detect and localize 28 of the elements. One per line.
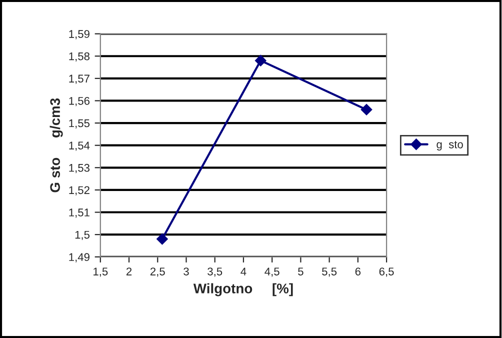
x-tick-label: 6,5 <box>379 268 394 277</box>
y-tick-label: 1,51 <box>69 208 90 218</box>
point <box>255 54 266 66</box>
x-tick-label: 1,5 <box>94 268 108 277</box>
y-tick-label: 1,52 <box>69 186 90 196</box>
y-tick-label: 1,49 <box>69 253 90 262</box>
x-tick-label: 5,5 <box>322 268 337 277</box>
x-tick-label: 6 <box>355 268 361 276</box>
x-tick-label: 2 <box>126 268 132 276</box>
y-tick-label: 1,54 <box>69 142 90 151</box>
y-tick-label: 1,56 <box>69 96 90 106</box>
x-tick-label: 4 <box>240 268 246 276</box>
y-axis-title: G sto g/cm3 <box>50 98 63 192</box>
x-tick-label: 3,5 <box>208 268 222 277</box>
y-tick-label: 1,5 <box>75 230 90 240</box>
x-tick-label: 5 <box>298 268 304 276</box>
y-tick-label: 1,58 <box>69 52 90 62</box>
x-axis-title: Wilgotno [%] <box>193 283 293 296</box>
legend-label: g sto <box>436 141 463 151</box>
x-tick-label: 2,5 <box>150 268 165 277</box>
point <box>156 233 168 245</box>
x-tick-label: 3 <box>184 268 189 276</box>
y-tick-label: 1,59 <box>69 30 90 40</box>
y-tick-label: 1,53 <box>69 164 90 174</box>
y-tick-label: 1,57 <box>69 74 90 84</box>
y-tick-label: 1,55 <box>69 119 90 128</box>
point <box>360 104 372 116</box>
x-tick-label: 4,5 <box>264 268 280 277</box>
